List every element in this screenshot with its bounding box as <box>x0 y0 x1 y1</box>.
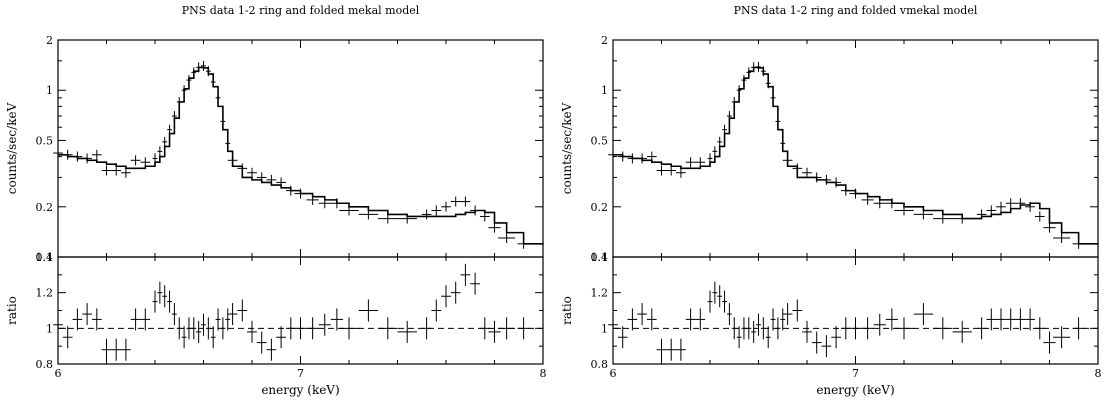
ratio-tick-label: 1.2 <box>36 287 54 300</box>
ratio-tick-label: 0.8 <box>36 358 54 371</box>
ratio-tick-label: 1.2 <box>591 287 609 300</box>
ratio-tick-label: 1 <box>46 322 53 335</box>
chart-title: PNS data 1-2 ring and folded mekal model <box>182 4 420 17</box>
model-step-line <box>58 66 544 245</box>
y-tick-label: 0.5 <box>591 134 609 147</box>
y-tick-label: 0.5 <box>36 134 54 147</box>
ratio-tick-label: 1 <box>601 322 608 335</box>
x-axis-label: energy (keV) <box>261 383 339 397</box>
x-tick-label: 8 <box>1095 367 1102 380</box>
y-axis-label: counts/sec/keV <box>560 102 574 194</box>
y-tick-label: 1 <box>601 84 608 97</box>
top-frame <box>612 39 1099 258</box>
y-axis-label: counts/sec/keV <box>5 102 19 194</box>
x-tick-label: 6 <box>610 367 617 380</box>
ratio-axis-label: ratio <box>560 296 574 325</box>
y-tick-label: 0.1 <box>591 251 609 264</box>
x-tick-label: 6 <box>55 367 62 380</box>
y-tick-label: 2 <box>601 34 608 47</box>
panel-left: PNS data 1-2 ring and folded mekal model… <box>5 4 547 397</box>
x-tick-label: 7 <box>297 367 304 380</box>
y-tick-label: 2 <box>46 34 53 47</box>
ratio-frame <box>57 256 544 365</box>
ratio-tick-label: 0.8 <box>591 358 609 371</box>
x-axis-label: energy (keV) <box>816 383 894 397</box>
model-step-line <box>613 66 1099 245</box>
y-tick-label: 1 <box>46 84 53 97</box>
panel-right: PNS data 1-2 ring and folded vmekal mode… <box>560 4 1102 397</box>
y-tick-label: 0.2 <box>36 201 54 214</box>
x-tick-label: 8 <box>540 367 547 380</box>
ratio-tick-label: 1.4 <box>591 251 609 264</box>
y-tick-label: 0.2 <box>591 201 609 214</box>
y-tick-label: 0.1 <box>36 251 54 264</box>
x-tick-label: 7 <box>852 367 859 380</box>
ratio-frame <box>612 256 1099 365</box>
ratio-axis-label: ratio <box>5 296 19 325</box>
ratio-tick-label: 1.4 <box>36 251 54 264</box>
top-frame <box>57 39 544 258</box>
chart-title: PNS data 1-2 ring and folded vmekal mode… <box>734 4 978 17</box>
